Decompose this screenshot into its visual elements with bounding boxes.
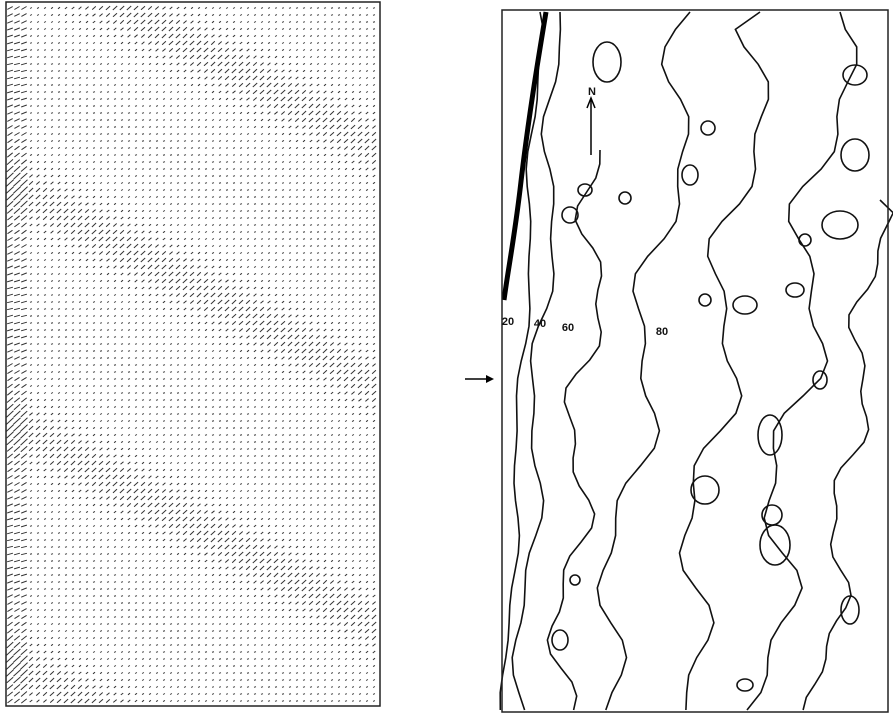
contour-label: 60 <box>562 322 574 334</box>
contour-label: 20 <box>502 316 514 328</box>
background <box>0 0 893 716</box>
north-label: N <box>588 86 596 98</box>
contour-label: 40 <box>534 318 546 330</box>
figure: N 20 40 60 80 <box>0 0 893 716</box>
contour-label: 80 <box>656 326 668 338</box>
